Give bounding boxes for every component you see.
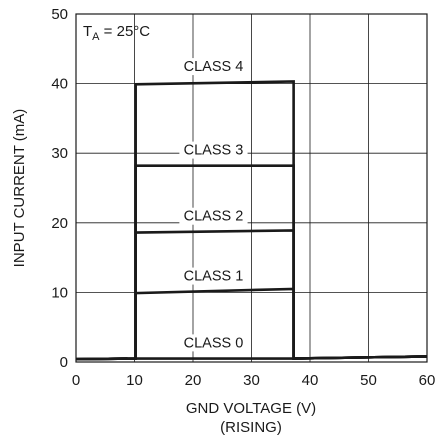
series-label: CLASS 3 (184, 143, 244, 159)
series-label-bg (179, 267, 248, 285)
x-tick-label: 30 (243, 372, 260, 389)
x-tick-label: 20 (185, 372, 202, 389)
x-tick-label: 60 (419, 372, 436, 389)
series-curves (75, 80, 428, 361)
x-tick-label: 0 (72, 372, 80, 389)
series-label: CLASS 2 (184, 209, 244, 225)
annotation-subscript: A (92, 31, 100, 43)
y-tick-label: 10 (51, 284, 68, 301)
series-label: CLASS 1 (184, 269, 244, 285)
plot-frame (75, 13, 428, 363)
series-label-bg (179, 58, 248, 76)
y-tick-label: 40 (51, 76, 68, 93)
series-label: CLASS 0 (184, 335, 244, 351)
series-label-bg (179, 207, 248, 225)
temperature-annotation: TA = 25°C (83, 23, 150, 43)
x-tick-label: 50 (360, 372, 377, 389)
x-tick-labels: 0 10 20 30 40 50 60 (72, 372, 436, 389)
y-tick-labels: 0 10 20 30 40 50 (51, 6, 68, 371)
x-tick-label: 40 (302, 372, 319, 389)
y-axis-label: INPUT CURRENT (mA) (11, 109, 28, 268)
y-tick-label: 50 (51, 6, 68, 23)
series-labels: CLASS 4 CLASS 3 CLASS 2 CLASS 1 CLASS 0 (179, 58, 248, 352)
x-axis-label: GND VOLTAGE (V) (186, 400, 316, 417)
series-label-bg (179, 141, 248, 159)
y-tick-label: 0 (60, 354, 68, 371)
x-tick-label: 10 (126, 372, 143, 389)
y-tick-label: 30 (51, 145, 68, 162)
series-line-class-4 (75, 80, 428, 361)
grid (76, 14, 427, 362)
series-label: CLASS 4 (184, 59, 244, 75)
series-label-bg (179, 334, 248, 352)
y-tick-label: 20 (51, 215, 68, 232)
annotation-suffix: = 25°C (100, 23, 151, 40)
annotation-prefix: T (83, 23, 92, 40)
x-axis-sublabel: (RISING) (220, 419, 282, 436)
